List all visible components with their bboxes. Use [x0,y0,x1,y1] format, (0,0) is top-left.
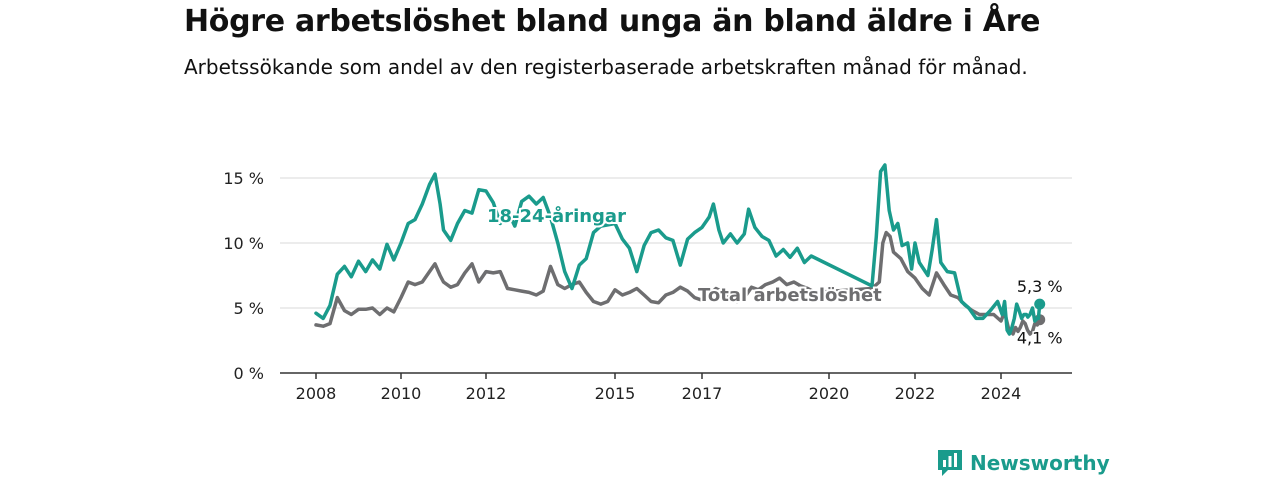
x-tick-label: 2010 [381,384,422,403]
series-end-point [1034,298,1046,310]
x-tick-label: 2012 [466,384,507,403]
series-label-youth: 18-24-åringar [487,205,626,227]
brand-name: Newsworthy [970,451,1110,475]
series-labels: 18-24-åringar Total arbetslöshet 5,3 % 4,1 … [485,203,1064,349]
end-value-youth: 5,3 % [1017,277,1063,296]
series-line-youth [314,163,1042,336]
series-lines [314,163,1046,336]
brand-logo: Newsworthy [936,448,1110,478]
chart-title: Högre arbetslöshet bland unga än bland ä… [184,4,1041,39]
end-value-total: 4,1 % [1017,329,1063,348]
y-tick-label: 0 % [234,364,264,383]
y-tick-label: 10 % [223,234,264,253]
y-tick-label: 5 % [234,299,264,318]
x-axis: 2008 2010 2012 2015 2017 2020 2022 2024 [280,372,1072,403]
x-tick-label: 2008 [296,384,337,403]
x-tick-label: 2015 [595,384,636,403]
chart-subtitle: Arbetssökande som andel av den registerb… [184,55,1028,79]
y-tick-label: 15 % [223,169,264,188]
series-label-total: Total arbetslöshet [698,285,882,306]
x-tick-label: 2017 [682,384,723,403]
x-tick-label: 2020 [809,384,850,403]
newsworthy-logo-icon [938,450,962,476]
x-tick-label: 2022 [895,384,936,403]
x-tick-label: 2024 [981,384,1022,403]
